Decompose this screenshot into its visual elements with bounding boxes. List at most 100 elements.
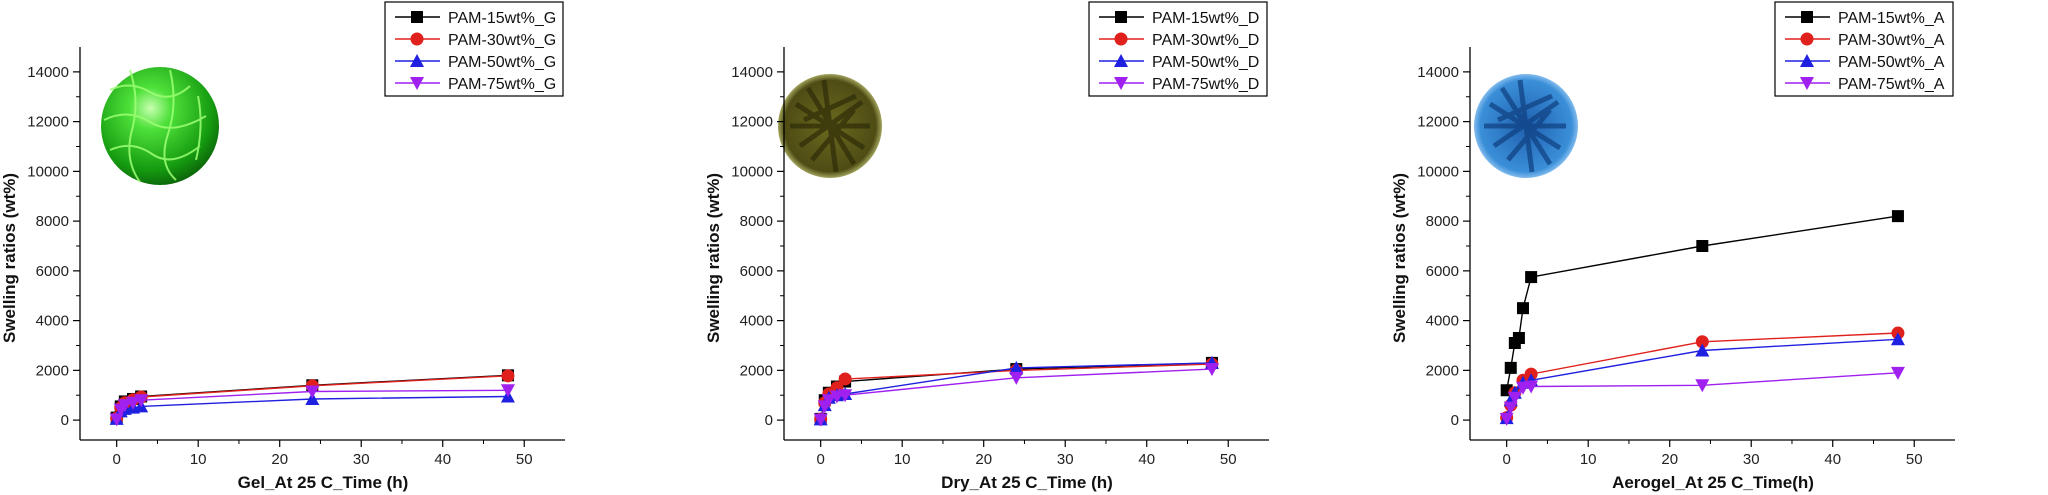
- legend-label: PAM-15wt%_A: [1838, 10, 1945, 27]
- x-axis-label: Gel_At 25 C_Time (h): [238, 473, 409, 492]
- data-point: [1512, 332, 1525, 345]
- legend-label: PAM-50wt%_D: [1152, 54, 1259, 71]
- x-tick-label: 10: [190, 451, 207, 468]
- y-axis-label: Swelling ratios (wt%): [0, 173, 19, 343]
- legend-marker: [1114, 32, 1128, 46]
- x-tick-label: 20: [1661, 451, 1678, 468]
- data-point: [1504, 361, 1517, 374]
- x-tick-label: 20: [975, 451, 992, 468]
- y-tick-label: 8000: [740, 213, 773, 230]
- legend-label: PAM-50wt%_G: [448, 54, 556, 71]
- y-axis-label: Swelling ratios (wt%): [1390, 173, 1409, 343]
- y-tick-label: 6000: [36, 263, 69, 280]
- y-tick-label: 8000: [1426, 213, 1459, 230]
- data-point: [1503, 401, 1518, 415]
- data-point: [1516, 302, 1529, 315]
- panel-dry: 0 2000 4000 6000 8000 10000 12000 14000 0 10 20 30 4…: [704, 1, 1269, 492]
- x-tick-label: 30: [1057, 451, 1074, 468]
- data-point: [1499, 412, 1514, 426]
- panel-aerogel: 0 2000 4000 6000 8000 10000 12000 14000 0 10 20 30 4…: [1390, 1, 1955, 492]
- y-tick-label: 2000: [36, 362, 69, 379]
- y-tick-label: 14000: [27, 64, 69, 81]
- y-tick-label: 0: [61, 412, 69, 429]
- y-tick-label: 4000: [1426, 313, 1459, 330]
- data-point: [1204, 363, 1219, 377]
- data-point: [1696, 239, 1709, 252]
- legend-label: PAM-75wt%_G: [448, 76, 556, 93]
- y-tick-label: 10000: [731, 163, 773, 180]
- y-tick-label: 12000: [27, 114, 69, 131]
- y-tick-label: 14000: [731, 64, 773, 81]
- legend-label: PAM-50wt%_A: [1838, 54, 1945, 71]
- image-icon-blue-particle: [1474, 74, 1578, 178]
- x-tick-label: 0: [817, 451, 825, 468]
- legend-label: PAM-30wt%_A: [1838, 32, 1945, 49]
- legend-label: PAM-75wt%_D: [1152, 76, 1259, 93]
- x-tick-label: 30: [353, 451, 370, 468]
- data-point: [821, 394, 836, 408]
- image-icon-olive-particle: [778, 74, 882, 178]
- legend-label: PAM-30wt%_D: [1152, 32, 1259, 49]
- image-icon-green-sphere: [101, 67, 219, 185]
- data-point: [1009, 360, 1024, 374]
- legend-marker: [1801, 11, 1813, 23]
- legend-marker: [410, 54, 424, 67]
- y-tick-label: 6000: [740, 263, 773, 280]
- legend-label: PAM-15wt%_D: [1152, 10, 1259, 27]
- x-axis-label: Dry_At 25 C_Time (h): [941, 473, 1113, 492]
- panel-gel: 0 2000 4000 6000 8000 10000 12000 14000 0 10 20 30 4…: [0, 1, 565, 492]
- data-point: [305, 385, 320, 399]
- data-point: [1890, 366, 1905, 380]
- data-point: [1507, 391, 1522, 405]
- data-point: [1695, 343, 1710, 357]
- data-point: [1695, 335, 1709, 349]
- legend-marker: [1800, 54, 1814, 67]
- data-point: [1890, 332, 1905, 346]
- x-tick-label: 40: [1824, 451, 1841, 468]
- data-point: [1009, 371, 1024, 385]
- x-tick-label: 50: [1220, 451, 1237, 468]
- data-point: [500, 384, 515, 398]
- data-point: [1524, 380, 1539, 394]
- x-tick-label: 40: [434, 451, 451, 468]
- legend-label: PAM-75wt%_A: [1838, 76, 1945, 93]
- data-point: [1525, 271, 1538, 284]
- x-axis-label: Aerogel_At 25 C_Time(h): [1612, 473, 1814, 492]
- y-tick-label: 12000: [1417, 114, 1459, 131]
- data-point: [1515, 381, 1530, 395]
- y-tick-label: 2000: [740, 362, 773, 379]
- y-tick-label: 10000: [27, 163, 69, 180]
- data-point: [1695, 379, 1710, 393]
- y-tick-label: 4000: [740, 313, 773, 330]
- legend-marker: [1114, 77, 1128, 90]
- y-axis-label: Swelling ratios (wt%): [704, 173, 723, 343]
- x-tick-label: 0: [113, 451, 121, 468]
- data-point: [838, 389, 853, 403]
- legend-marker: [410, 32, 424, 46]
- legend-marker: [411, 11, 423, 23]
- x-tick-label: 40: [1138, 451, 1155, 468]
- data-point: [501, 369, 515, 383]
- y-tick-label: 8000: [36, 213, 69, 230]
- y-tick-label: 0: [765, 412, 773, 429]
- data-point: [1891, 210, 1904, 223]
- legend-label: PAM-15wt%_G: [448, 10, 556, 27]
- y-tick-label: 10000: [1417, 163, 1459, 180]
- legend-marker: [1114, 54, 1128, 67]
- legend-marker: [410, 77, 424, 90]
- x-tick-label: 30: [1743, 451, 1760, 468]
- y-tick-label: 14000: [1417, 64, 1459, 81]
- data-point: [838, 372, 852, 386]
- y-tick-label: 0: [1451, 412, 1459, 429]
- y-tick-label: 6000: [1426, 263, 1459, 280]
- x-tick-label: 50: [516, 451, 533, 468]
- legend-marker: [1800, 77, 1814, 90]
- data-point: [813, 413, 828, 427]
- legend-marker: [1115, 11, 1127, 23]
- legend-marker: [1800, 32, 1814, 46]
- data-point: [117, 399, 132, 413]
- y-tick-label: 12000: [731, 114, 773, 131]
- x-tick-label: 0: [1503, 451, 1511, 468]
- y-tick-label: 2000: [1426, 362, 1459, 379]
